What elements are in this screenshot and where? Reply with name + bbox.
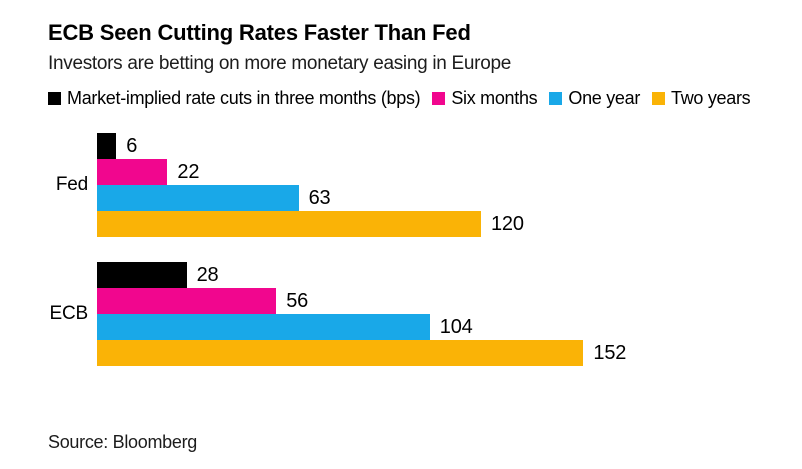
category-label-ecb: ECB [49, 303, 89, 325]
category-label-fed: Fed [55, 174, 88, 196]
legend-item-two-years: Two years [652, 88, 751, 109]
bar [97, 133, 117, 160]
legend-swatch-icon [48, 92, 61, 106]
legend-label: Six months [451, 88, 538, 109]
bar [97, 211, 481, 238]
legend-label: Market-implied rate cuts in three months… [67, 88, 421, 109]
legend-label: One year [568, 88, 641, 109]
legend-swatch-icon [432, 92, 446, 106]
bar [97, 262, 187, 289]
bar [97, 185, 299, 212]
legend-swatch-icon [652, 92, 666, 106]
legend-item-three-months: Market-implied rate cuts in three months… [48, 88, 421, 109]
bar [97, 314, 430, 341]
source-note: Source: Bloomberg [48, 432, 197, 453]
legend-label: Two years [671, 88, 751, 109]
bar-value-label: 28 [196, 264, 219, 287]
legend-item-one-year: One year [549, 88, 640, 109]
bar-value-label: 56 [286, 290, 309, 313]
grouped-bar-chart: Fed 6 22 63 120 ECB 28 56 104 152 [48, 133, 796, 367]
bar-value-label: 120 [491, 213, 524, 236]
bar-value-label: 104 [439, 316, 473, 339]
chart-subtitle: Investors are betting on more monetary e… [48, 53, 511, 75]
bar [97, 340, 584, 367]
legend-swatch-icon [549, 92, 563, 106]
bar-value-label: 152 [593, 342, 627, 365]
chart-title: ECB Seen Cutting Rates Faster Than Fed [48, 20, 471, 45]
legend-item-six-months: Six months [432, 88, 538, 109]
chart-legend: Market-implied rate cuts in three months… [48, 88, 796, 109]
bar-value-label: 63 [308, 187, 331, 210]
bar-value-label: 22 [177, 161, 200, 184]
bar [97, 288, 277, 315]
bar [97, 159, 168, 186]
bar-value-label: 6 [126, 135, 138, 158]
